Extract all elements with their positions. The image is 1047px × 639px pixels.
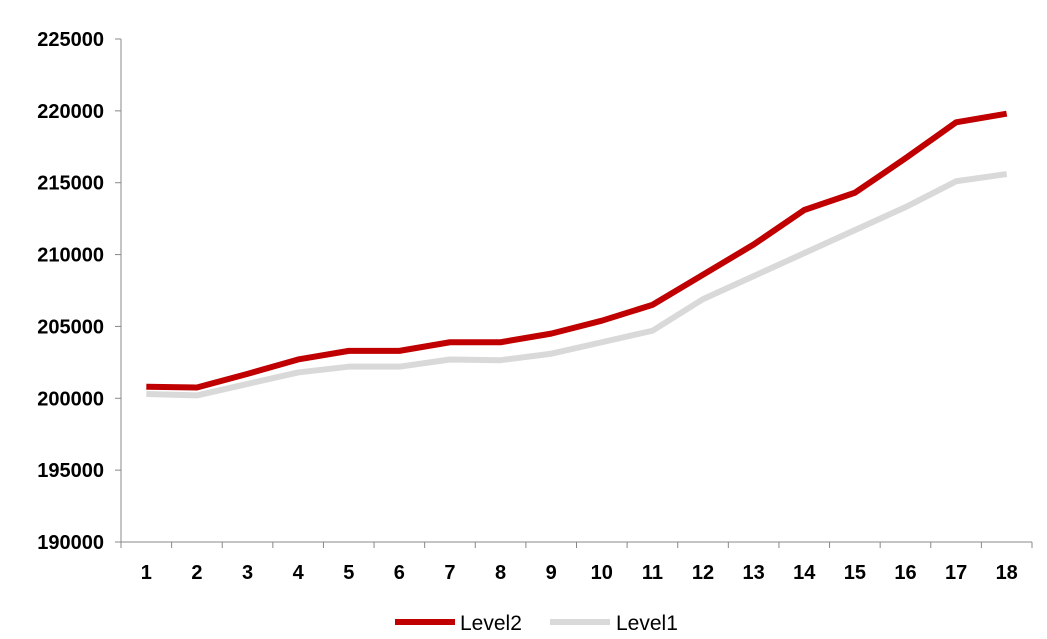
legend-item-level1: Level1 bbox=[550, 612, 678, 635]
x-tick-label: 18 bbox=[996, 562, 1018, 584]
x-tick-label: 6 bbox=[394, 562, 405, 584]
y-tick-label: 210000 bbox=[37, 245, 104, 267]
x-tick-label: 14 bbox=[793, 562, 816, 584]
x-tick-label: 16 bbox=[894, 562, 916, 584]
x-tick-label: 15 bbox=[844, 562, 866, 584]
legend-item-level2: Level2 bbox=[395, 612, 522, 635]
x-tick-label: 2 bbox=[191, 562, 202, 584]
legend-label: Level1 bbox=[616, 612, 678, 635]
y-tick-label: 220000 bbox=[37, 101, 104, 123]
x-tick-label: 10 bbox=[591, 562, 613, 584]
x-tick-label: 3 bbox=[242, 562, 253, 584]
x-tick-label: 11 bbox=[642, 562, 663, 584]
x-tick-label: 9 bbox=[546, 562, 557, 584]
y-tick-label: 200000 bbox=[37, 388, 104, 410]
x-axis: 1 2 3 4 5 6 7 8 9 10 11 12 13 14 15 16 17 18 bbox=[120, 541, 1033, 584]
x-tick-label: 7 bbox=[444, 562, 455, 584]
y-tick-label: 215000 bbox=[37, 173, 104, 195]
series-lines bbox=[146, 110, 1008, 399]
y-tick-label: 195000 bbox=[37, 460, 104, 482]
x-tick-label: 1 bbox=[141, 562, 152, 584]
series-line-level2 bbox=[146, 110, 1008, 391]
y-tick-label: 225000 bbox=[37, 29, 104, 51]
x-tick-label: 17 bbox=[945, 562, 967, 584]
x-tick-label: 12 bbox=[692, 562, 714, 584]
x-tick-label: 13 bbox=[743, 562, 765, 584]
x-tick-label: 5 bbox=[343, 562, 354, 584]
legend-label: Level2 bbox=[460, 612, 522, 635]
x-tick-label: 4 bbox=[293, 562, 305, 584]
legend: Level2 Level1 bbox=[395, 612, 678, 635]
y-axis: 190000 195000 200000 205000 210000 215000 2200… bbox=[37, 29, 122, 554]
series-line-level1 bbox=[146, 171, 1008, 399]
y-tick-label: 190000 bbox=[37, 532, 104, 554]
y-tick-label: 205000 bbox=[37, 316, 104, 338]
x-tick-label: 8 bbox=[495, 562, 506, 584]
